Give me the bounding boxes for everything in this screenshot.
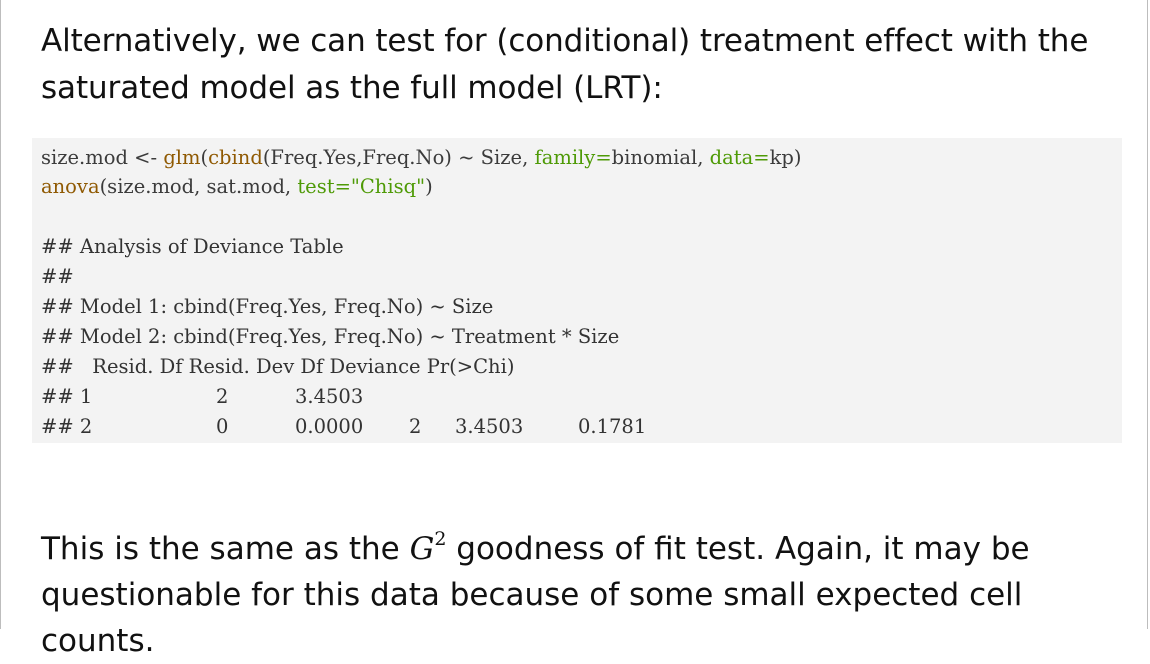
code-cbind-args: (Freq.Yes,Freq.No) xyxy=(262,146,452,169)
outro-paragraph: This is the same as the G2 goodness of f… xyxy=(41,526,1121,664)
row-2-df: 2 xyxy=(409,415,422,438)
code-fun-cbind: cbind xyxy=(208,146,263,169)
output-row-2: ## 2 0 0.0000 2 3.4503 0.1781 xyxy=(41,413,1111,441)
output-table-header: ## Resid. Df Resid. Dev Df Deviance Pr(>… xyxy=(41,355,515,378)
outro-before: This is the same as the xyxy=(41,531,410,567)
code-val-binomial: binomial, xyxy=(611,146,710,169)
output-model-1: ## Model 1: cbind(Freq.Yes, Freq.No) ~ S… xyxy=(41,295,494,318)
code-anova-args: (size.mod, sat.mod, xyxy=(99,175,298,198)
code-var: size.mod xyxy=(41,146,128,169)
row-1-resid-df: 2 xyxy=(216,385,229,408)
code-block: size.mod <- glm(cbind(Freq.Yes,Freq.No) … xyxy=(32,138,1122,443)
code-line-anova: anova(size.mod, sat.mod, test="Chisq") xyxy=(41,173,433,201)
code-arg-family: family xyxy=(534,146,596,169)
code-tilde: ~ xyxy=(451,146,481,169)
row-2-resid-dev: 0.0000 xyxy=(295,415,364,438)
code-eq-3: = xyxy=(334,175,351,198)
output-row-1: ## 1 2 3.4503 xyxy=(41,383,1111,411)
code-open: ( xyxy=(200,146,209,169)
code-arg-test: test xyxy=(297,175,335,198)
row-2-deviance: 3.4503 xyxy=(455,415,524,438)
outro-after: goodness of fit test. Again, it may be q… xyxy=(41,531,1030,659)
code-fun-anova: anova xyxy=(41,175,100,198)
code-assign: <- xyxy=(127,146,164,169)
intro-paragraph: Alternatively, we can test for (conditio… xyxy=(41,23,1089,106)
row-1-resid-dev: 3.4503 xyxy=(295,385,364,408)
code-string-chisq: "Chisq" xyxy=(350,175,426,198)
output-blank: ## xyxy=(41,265,74,288)
math-g-squared: G2 xyxy=(409,528,447,568)
code-line-glm: size.mod <- glm(cbind(Freq.Yes,Freq.No) … xyxy=(41,144,802,172)
code-close: ) xyxy=(425,175,433,198)
output-model-2: ## Model 2: cbind(Freq.Yes, Freq.No) ~ T… xyxy=(41,325,620,348)
code-rhs: Size, xyxy=(480,146,535,169)
math-base: G xyxy=(409,531,435,567)
row-2-prefix: ## 2 xyxy=(41,415,93,438)
code-arg-data: data xyxy=(709,146,754,169)
math-superscript: 2 xyxy=(434,528,447,550)
code-fun-glm: glm xyxy=(163,146,201,169)
code-val-kp: kp) xyxy=(769,146,802,169)
code-eq-1: = xyxy=(595,146,612,169)
row-2-p: 0.1781 xyxy=(578,415,647,438)
row-1-prefix: ## 1 xyxy=(41,385,93,408)
row-2-resid-df: 0 xyxy=(216,415,229,438)
code-eq-2: = xyxy=(753,146,770,169)
output-title: ## Analysis of Deviance Table xyxy=(41,235,344,258)
